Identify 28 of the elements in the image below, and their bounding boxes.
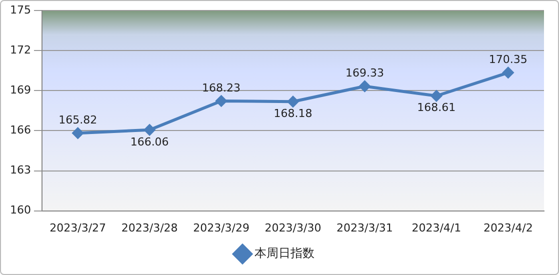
point xyxy=(430,90,442,102)
y-tick-label: 172 xyxy=(10,44,31,56)
point xyxy=(216,95,227,106)
point xyxy=(502,67,514,78)
data-label: 169.33 xyxy=(345,66,384,80)
x-tick-label: 2023/3/30 xyxy=(264,221,322,234)
data-label: 168.61 xyxy=(417,101,456,114)
y-tick-label: 169 xyxy=(10,84,31,97)
point xyxy=(144,124,156,136)
data-label: 168.18 xyxy=(274,106,312,120)
y-tick-label: 175 xyxy=(10,3,31,16)
x-tick-label: 2023/3/29 xyxy=(193,221,250,234)
y-tick-label: 163 xyxy=(10,164,31,177)
x-tick-label: 2023/3/27 xyxy=(50,221,106,234)
data-label: 170.35 xyxy=(488,53,528,66)
x-tick-label: 2023/4/2 xyxy=(483,221,533,234)
data-label: 168.23 xyxy=(202,81,241,94)
legend-label: 本周日指数 xyxy=(254,246,314,260)
x-tick-label: 2023/3/31 xyxy=(336,221,393,234)
x-tick-label: 2023/3/28 xyxy=(121,221,178,234)
y-tick-label: 166 xyxy=(10,124,31,137)
x-tick-label: 2023/4/1 xyxy=(412,221,462,234)
data-label: 165.82 xyxy=(58,113,98,126)
point xyxy=(72,128,84,139)
y-tick-label: 160 xyxy=(10,204,31,217)
point xyxy=(288,96,298,108)
point xyxy=(359,80,370,92)
data-label: 166.06 xyxy=(130,135,169,148)
